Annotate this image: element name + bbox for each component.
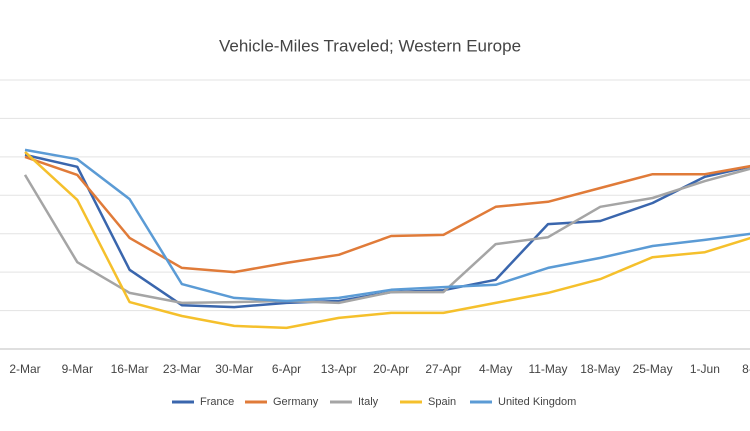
x-tick-label: 25-May bbox=[633, 362, 673, 376]
x-tick-label: 23-Mar bbox=[163, 362, 201, 376]
x-tick-label: 11-May bbox=[528, 362, 567, 376]
x-tick-label: 4-May bbox=[479, 362, 512, 376]
legend-label: Spain bbox=[428, 396, 456, 408]
x-tick-label: 30-Mar bbox=[215, 362, 253, 376]
series-line bbox=[24, 150, 750, 330]
chart-title: Vehicle-Miles Traveled; Western Europe bbox=[219, 36, 521, 55]
legend-label: United Kingdom bbox=[498, 396, 576, 408]
x-tick-label: 6-Apr bbox=[272, 362, 301, 376]
series-line bbox=[24, 155, 750, 274]
legend-label: Germany bbox=[273, 396, 319, 408]
legend-label: Italy bbox=[358, 396, 379, 408]
series-line bbox=[24, 148, 750, 303]
x-tick-label: 9-Mar bbox=[62, 362, 93, 376]
x-tick-label: 13-Apr bbox=[321, 362, 357, 376]
x-tick-label: 1-Jun bbox=[690, 362, 720, 376]
x-tick-label: 2-Mar bbox=[9, 362, 40, 376]
x-tick-label: 16-Mar bbox=[111, 362, 149, 376]
series-line bbox=[23, 167, 750, 305]
x-tick-label: 20-Apr bbox=[373, 362, 409, 376]
x-tick-label: 27-Apr bbox=[425, 362, 461, 376]
x-tick-label: 8-Jun bbox=[742, 362, 750, 376]
legend-label: France bbox=[200, 396, 234, 408]
x-tick-label: 18-May bbox=[580, 362, 620, 376]
